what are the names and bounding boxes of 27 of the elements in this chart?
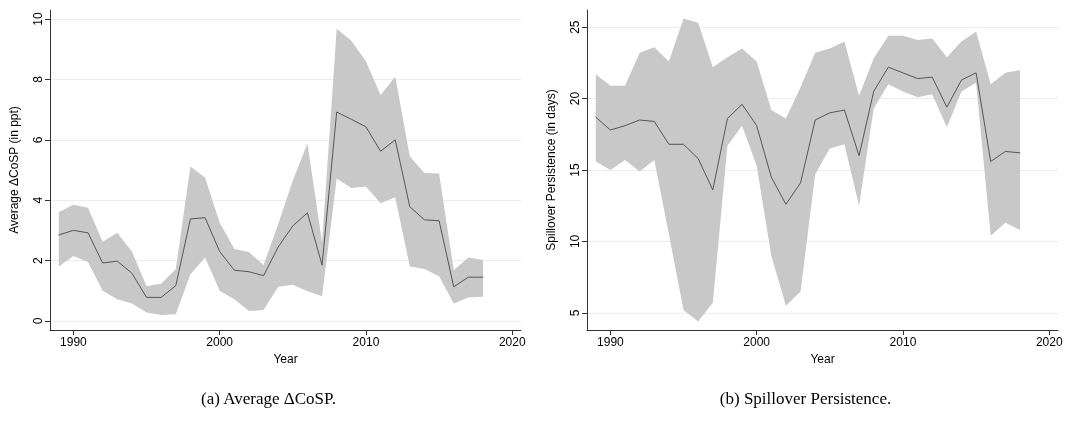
y-tick-label: 15: [568, 163, 582, 177]
y-axis-title: Average ΔCoSP (in ppt): [7, 106, 21, 234]
y-tick-label: 10: [31, 12, 45, 26]
text: (a) Average ΔCoSP.: [201, 389, 336, 408]
y-tick-label: 2: [31, 256, 45, 264]
line-series: [595, 66, 1021, 205]
x-tick-label: 2000: [743, 335, 771, 349]
x-tick-label: 2020: [498, 335, 526, 349]
y-tick-label: 10: [568, 234, 582, 249]
y-tick-label: 20: [568, 91, 582, 106]
y-tick-label: 6: [31, 136, 45, 144]
x-tick-label: 2020: [1035, 335, 1063, 349]
y-tick-label: 25: [568, 20, 582, 34]
x-tick-label: 1990: [597, 335, 625, 349]
line-series: [58, 111, 484, 298]
x-axis-title: Year: [810, 351, 835, 366]
text: (b) Spillover Persistence.: [719, 389, 892, 408]
x-axis-title: Year: [273, 351, 298, 366]
y-tick-label: 5: [568, 309, 582, 317]
x-tick-label: 2010: [352, 335, 380, 349]
x-tick-label: 1990: [60, 335, 88, 349]
y-tick-label: 4: [31, 196, 45, 204]
y-axis-title: Spillover Persistence (in days): [544, 89, 558, 251]
y-tick-label: 8: [31, 75, 45, 83]
x-tick-label: 2000: [206, 335, 234, 349]
y-tick-label: 0: [31, 317, 45, 325]
x-tick-label: 2010: [889, 335, 917, 349]
